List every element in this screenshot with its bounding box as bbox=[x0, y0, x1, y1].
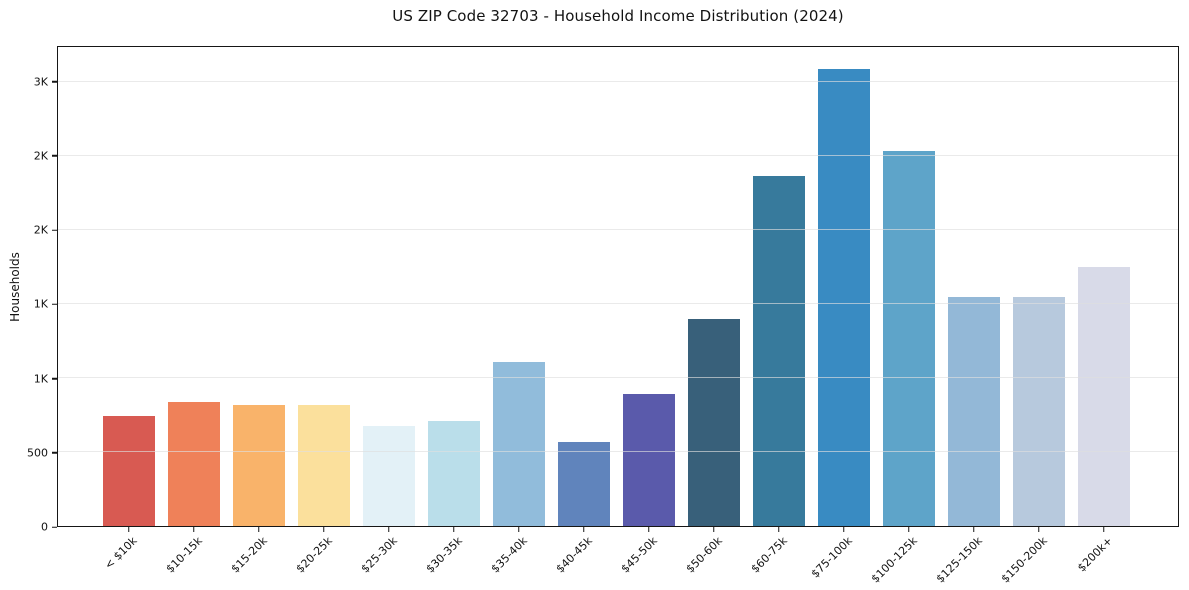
x-tick bbox=[322, 526, 325, 532]
x-tick bbox=[582, 526, 585, 532]
x-tick-label: $60-75k bbox=[748, 534, 790, 576]
x-tick-label: $125-150k bbox=[933, 534, 985, 586]
x-tick bbox=[1037, 526, 1040, 532]
x-tick-label: $100-125k bbox=[868, 534, 920, 586]
y-tick bbox=[52, 452, 57, 454]
x-tick-label: $75-100k bbox=[808, 534, 855, 581]
bar bbox=[427, 421, 480, 526]
bar-slot: $15-20k bbox=[226, 47, 291, 576]
bar-slot: $125-150k bbox=[934, 47, 1006, 585]
bar bbox=[947, 296, 1000, 526]
y-tick-label: 1K bbox=[33, 297, 48, 311]
y-tick bbox=[52, 80, 57, 83]
x-tick bbox=[192, 526, 195, 532]
plot-area: < $10k $10-15k $15-20k $20-25k $25-30k $30-35… bbox=[57, 46, 1179, 585]
x-tick-label: $150-200k bbox=[998, 534, 1050, 586]
bar bbox=[622, 394, 675, 526]
x-tick-label: $20-25k bbox=[293, 534, 335, 576]
chart-title: US ZIP Code 32703 - Household Income Dis… bbox=[392, 7, 844, 25]
bar-slot: $60-75k bbox=[746, 47, 811, 576]
x-tick bbox=[127, 526, 130, 532]
y-tick-label: 1K bbox=[33, 372, 48, 386]
x-tick bbox=[387, 526, 390, 532]
y-tick bbox=[52, 303, 57, 306]
y-tick-label: 0 bbox=[41, 520, 48, 534]
y-tick bbox=[52, 526, 57, 528]
y-tick-label: 2K bbox=[33, 149, 48, 163]
bar-slot: $75-100k bbox=[809, 47, 876, 580]
gridline bbox=[58, 303, 1178, 305]
y-tick-label: 2K bbox=[33, 223, 48, 237]
x-tick bbox=[1102, 526, 1105, 532]
x-tick bbox=[517, 526, 520, 532]
gridline bbox=[58, 155, 1178, 157]
bar bbox=[1012, 296, 1065, 526]
gridline bbox=[58, 81, 1178, 83]
x-tick-label: $50-60k bbox=[683, 534, 725, 576]
y-tick-label: 3K bbox=[33, 75, 48, 89]
gridline bbox=[58, 451, 1178, 453]
bar bbox=[297, 404, 350, 526]
x-tick-label: $30-35k bbox=[423, 534, 465, 576]
bar-slot: $30-35k bbox=[421, 47, 486, 576]
bars-container: < $10k $10-15k $15-20k $20-25k $25-30k $30-35… bbox=[96, 47, 1136, 585]
y-tick bbox=[52, 155, 57, 157]
bar-slot: $25-30k bbox=[356, 47, 421, 576]
x-tick-label: $40-45k bbox=[553, 534, 595, 576]
bar bbox=[752, 176, 805, 526]
bar bbox=[102, 415, 155, 526]
y-tick bbox=[52, 377, 57, 380]
x-tick bbox=[907, 526, 910, 532]
bar-slot: $100-125k bbox=[869, 47, 941, 585]
bar-slot: $10-15k bbox=[161, 47, 226, 576]
bar bbox=[687, 319, 740, 526]
x-tick bbox=[712, 526, 715, 532]
bar bbox=[1077, 267, 1130, 526]
x-tick bbox=[452, 526, 455, 532]
y-tick bbox=[52, 229, 57, 231]
bar-slot: $35-40k bbox=[486, 47, 551, 576]
bar bbox=[882, 150, 935, 526]
bar bbox=[817, 69, 870, 526]
bar bbox=[492, 361, 545, 526]
x-tick bbox=[842, 526, 845, 532]
bar bbox=[232, 404, 285, 526]
bar-slot: $40-45k bbox=[551, 47, 616, 576]
x-tick-label: < $10k bbox=[102, 534, 140, 572]
bar-slot: $200k+ bbox=[1071, 47, 1136, 574]
x-tick-label: $15-20k bbox=[228, 534, 270, 576]
x-tick bbox=[647, 526, 650, 532]
x-tick-label: $200k+ bbox=[1074, 534, 1115, 575]
x-tick bbox=[777, 526, 780, 532]
bar bbox=[362, 426, 415, 526]
x-tick bbox=[257, 526, 260, 532]
y-tick-label: 500 bbox=[27, 446, 48, 460]
bar-slot: $20-25k bbox=[291, 47, 356, 576]
bar bbox=[557, 441, 610, 526]
bar-slot: $50-60k bbox=[681, 47, 746, 576]
bar-slot: < $10k bbox=[96, 47, 161, 572]
bar bbox=[167, 401, 220, 526]
x-tick-label: $35-40k bbox=[488, 534, 530, 576]
bar-slot: $150-200k bbox=[999, 47, 1071, 585]
bar-slot: $45-50k bbox=[616, 47, 681, 576]
gridline bbox=[58, 377, 1178, 379]
x-tick bbox=[972, 526, 975, 532]
x-tick-label: $45-50k bbox=[618, 534, 660, 576]
y-axis-ticks: 0 500 1K 1K 2K 2K 3K bbox=[0, 46, 57, 533]
x-tick-label: $25-30k bbox=[358, 534, 400, 576]
x-tick-label: $10-15k bbox=[163, 534, 205, 576]
gridline bbox=[58, 229, 1178, 231]
